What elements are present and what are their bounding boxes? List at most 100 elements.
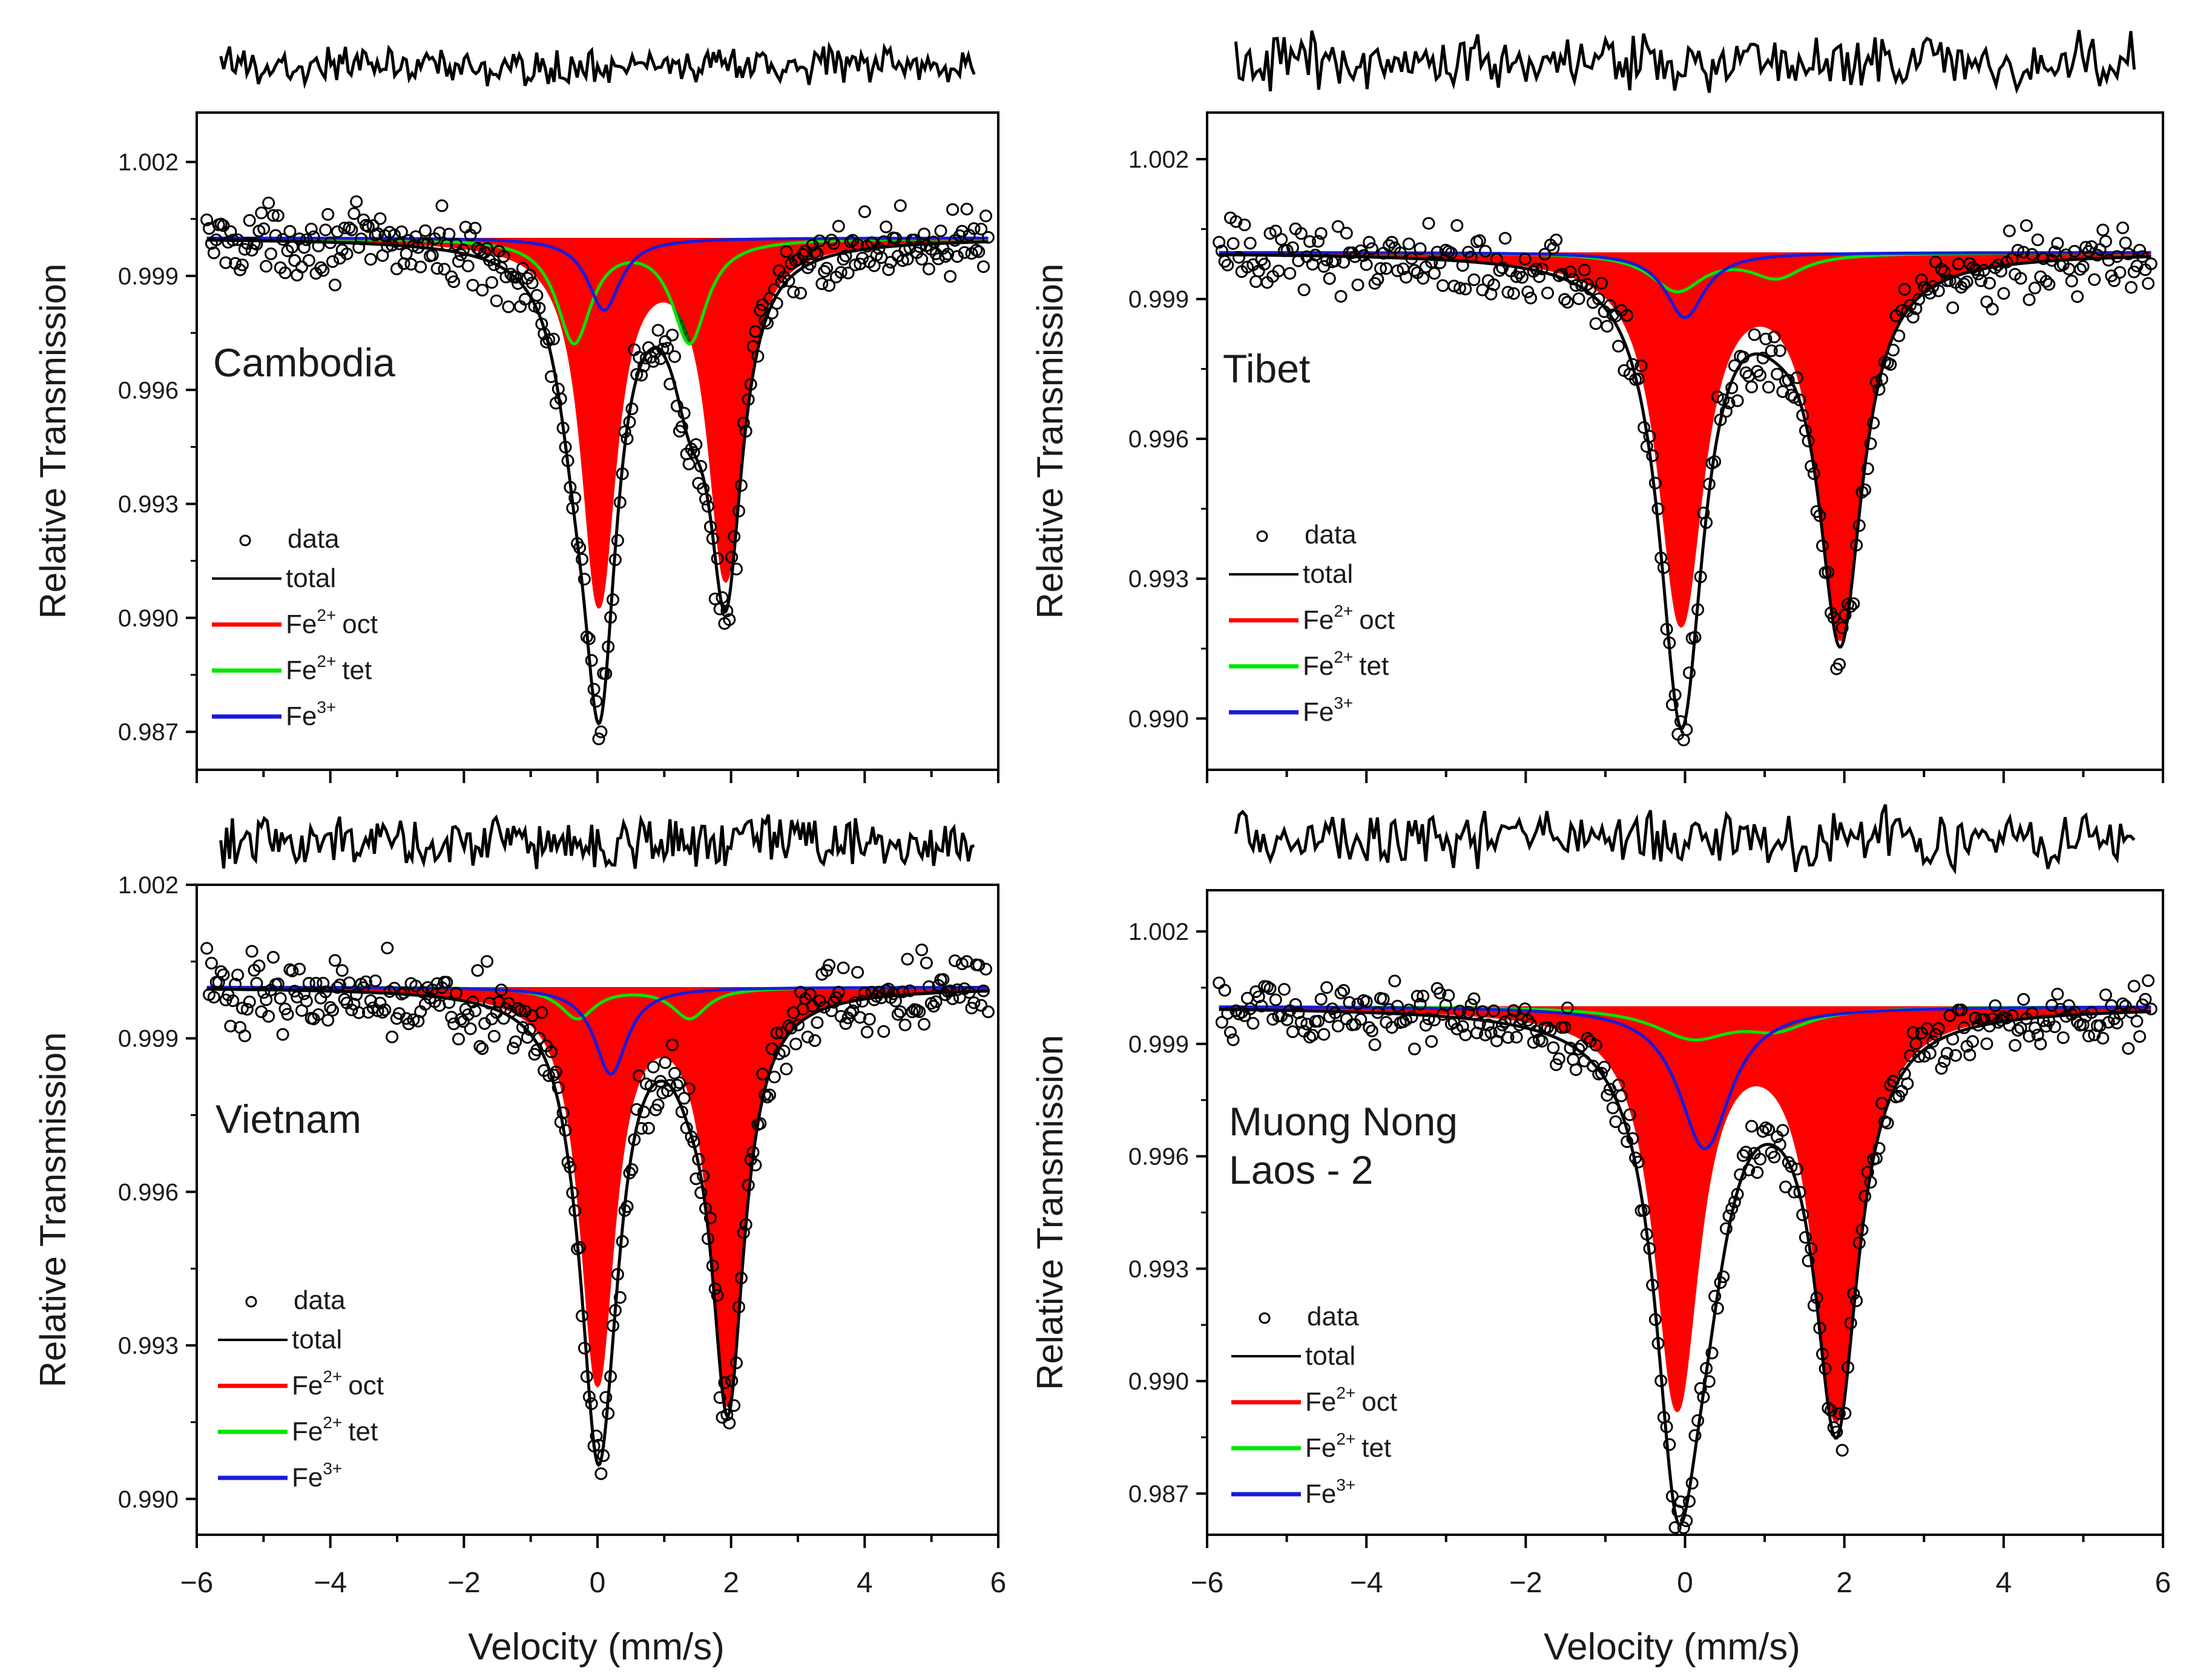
data-point [706, 1259, 719, 1273]
data-point [777, 1045, 791, 1058]
data-point [1796, 1208, 1809, 1221]
data-point [734, 1271, 748, 1285]
data-point [849, 996, 862, 1009]
y-tick-label: 0.990 [1128, 1368, 1189, 1395]
data-point [302, 977, 315, 990]
data-point [742, 393, 755, 406]
data-point [338, 221, 351, 235]
legend-data-marker [1256, 530, 1268, 542]
data-point [858, 986, 871, 1000]
data-point [1422, 217, 1435, 230]
data-point [271, 977, 285, 991]
data-point [1507, 287, 1520, 300]
data-point [602, 1407, 615, 1420]
y-axis-label: Relative Transmission [1030, 1035, 1070, 1390]
data-point [1243, 1002, 1257, 1016]
data-point [825, 1004, 838, 1017]
data-point [1447, 280, 1461, 293]
data-point [1822, 1402, 1835, 1415]
data-point [2011, 1024, 2024, 1037]
data-point [739, 425, 752, 438]
data-point [266, 209, 280, 222]
data-point [542, 333, 556, 346]
data-point [687, 446, 700, 459]
data-point [642, 1121, 655, 1135]
data-point [1331, 220, 1345, 233]
data-point [516, 261, 529, 275]
data-point [582, 632, 596, 645]
data-point [592, 732, 605, 746]
data-point [1886, 1075, 1900, 1088]
data-point [1334, 986, 1348, 1000]
data-point [811, 1016, 824, 1029]
data-point [521, 1031, 534, 1044]
data-point [960, 203, 973, 215]
data-point [1807, 467, 1820, 481]
data-point [243, 214, 256, 227]
data-point [730, 1356, 743, 1370]
data-point [1731, 394, 1744, 407]
data-point [357, 981, 370, 994]
y-tick-label: 0.996 [118, 377, 179, 404]
data-point [257, 222, 271, 235]
data-point [1241, 260, 1254, 274]
data-point [271, 209, 285, 222]
data-point [397, 986, 410, 999]
data-point [1634, 359, 1648, 373]
data-point [1833, 658, 1846, 671]
data-point [438, 263, 451, 276]
data-point [718, 1376, 731, 1390]
data-point [1756, 352, 1769, 365]
data-point [1464, 998, 1478, 1011]
data-point [235, 1002, 249, 1015]
legend-fe3-label: Fe3+ [1305, 1475, 1355, 1509]
x-axis-label-left: Velocity (mm/s) [468, 1626, 725, 1668]
data-point [1711, 1302, 1724, 1315]
data-point [319, 223, 332, 237]
data-point [1638, 1204, 1651, 1217]
data-point [1408, 264, 1421, 277]
data-point [1229, 215, 1243, 228]
data-point [1391, 264, 1404, 277]
data-point [516, 1021, 529, 1034]
data-point [746, 1146, 760, 1159]
data-point [1654, 1374, 1668, 1388]
data-point [1762, 1123, 1775, 1136]
data-point [967, 222, 981, 235]
data-point [711, 552, 724, 565]
x-tick-label: 0 [1677, 1567, 1693, 1599]
data-point [1592, 292, 1605, 306]
data-point [768, 1071, 781, 1084]
x-tick-label: 2 [723, 1567, 739, 1599]
data-point [1946, 301, 1960, 314]
data-point [1400, 271, 1413, 284]
data-point [1802, 435, 1815, 448]
data-point [224, 1020, 237, 1032]
data-point [278, 266, 292, 280]
legend-fe2_oct-label: Fe2+ oct [1303, 602, 1395, 635]
data-point [1805, 1242, 1818, 1255]
data-point [2028, 281, 2041, 295]
data-point [1510, 270, 1523, 283]
data-point [456, 243, 470, 257]
data-point [1558, 293, 1572, 306]
data-point [659, 335, 672, 348]
data-point [217, 968, 230, 982]
legend-fe2_tet-label: Fe2+ tet [286, 652, 372, 685]
data-point [561, 454, 574, 467]
data-point [2107, 274, 2121, 287]
data-point [703, 520, 717, 533]
data-point [1694, 570, 1707, 583]
data-point [400, 247, 413, 260]
data-point [759, 1088, 772, 1101]
data-point [1309, 249, 1322, 261]
data-point [564, 1161, 577, 1174]
legend-total-label: total [1305, 1341, 1355, 1371]
data-point [1960, 275, 1973, 289]
data-point [312, 1008, 325, 1021]
data-point [651, 1098, 665, 1112]
data-point [623, 415, 636, 428]
data-point [2031, 233, 2044, 246]
data-point [205, 957, 218, 970]
